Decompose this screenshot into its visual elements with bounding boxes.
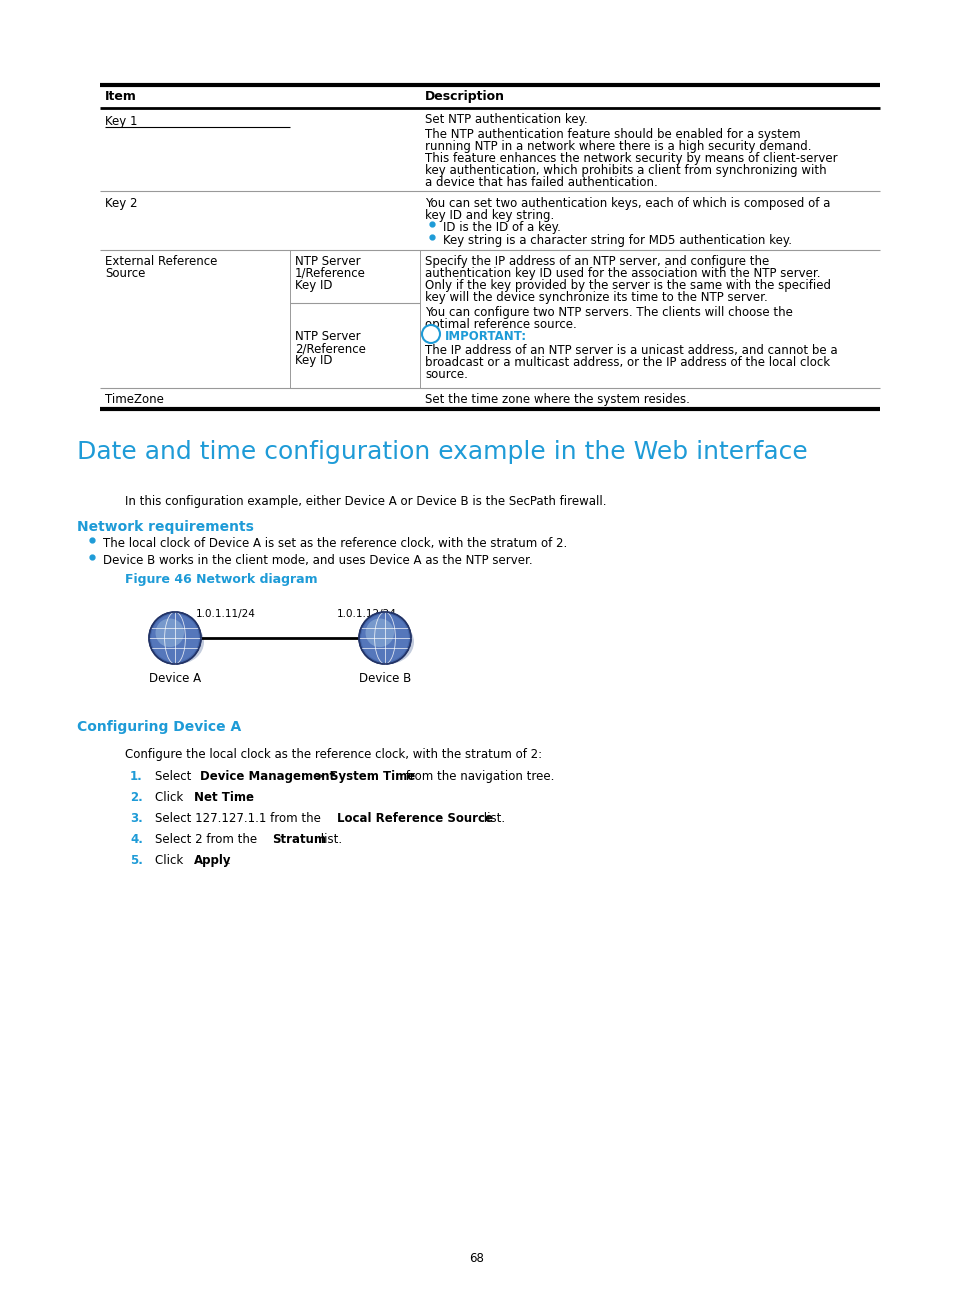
Text: Device A: Device A [149,673,201,686]
Text: from the navigation tree.: from the navigation tree. [401,770,554,783]
Text: Configuring Device A: Configuring Device A [77,721,241,734]
Text: Device B works in the client mode, and uses Device A as the NTP server.: Device B works in the client mode, and u… [103,553,532,568]
Ellipse shape [361,619,414,664]
Text: Configure the local clock as the reference clock, with the stratum of 2:: Configure the local clock as the referen… [125,748,541,761]
Circle shape [358,612,411,664]
Text: optimal reference source.: optimal reference source. [424,318,577,330]
Text: Specify the IP address of an NTP server, and configure the: Specify the IP address of an NTP server,… [424,255,768,268]
Circle shape [151,614,199,662]
Text: NTP Server: NTP Server [294,255,360,268]
Text: Key 2: Key 2 [105,197,137,210]
Text: Select 2 from the: Select 2 from the [154,833,260,846]
Text: IMPORTANT:: IMPORTANT: [444,330,527,343]
Text: External Reference: External Reference [105,255,217,268]
Text: 2.: 2. [130,791,143,804]
Text: .: . [246,791,250,804]
Circle shape [365,618,394,647]
Text: Apply: Apply [193,854,232,867]
Text: 3.: 3. [130,813,143,826]
Ellipse shape [152,619,204,664]
Text: Click: Click [154,791,187,804]
Text: 1.0.1.12/24: 1.0.1.12/24 [336,609,396,619]
Text: list.: list. [479,813,504,826]
Text: Select 127.127.1.1 from the: Select 127.127.1.1 from the [154,813,324,826]
Text: Device Management: Device Management [200,770,335,783]
Text: 68: 68 [469,1252,484,1265]
Text: >: > [311,770,328,783]
Circle shape [155,618,184,647]
Text: You can configure two NTP servers. The clients will choose the: You can configure two NTP servers. The c… [424,306,792,319]
Text: Net Time: Net Time [193,791,253,804]
Text: Date and time configuration example in the Web interface: Date and time configuration example in t… [77,441,807,464]
Text: Select: Select [154,770,195,783]
Text: TimeZone: TimeZone [105,393,164,406]
Text: key will the device synchronize its time to the NTP server.: key will the device synchronize its time… [424,292,767,305]
Text: 5.: 5. [130,854,143,867]
Text: You can set two authentication keys, each of which is composed of a: You can set two authentication keys, eac… [424,197,829,210]
Text: key ID and key string.: key ID and key string. [424,209,554,222]
Text: Stratum: Stratum [272,833,326,846]
Text: Key ID: Key ID [294,354,333,367]
Text: NTP Server: NTP Server [294,330,360,343]
Text: 1.0.1.11/24: 1.0.1.11/24 [195,609,255,619]
Text: Only if the key provided by the server is the same with the specified: Only if the key provided by the server i… [424,279,830,292]
Text: Item: Item [105,89,136,102]
Text: 1/Reference: 1/Reference [294,267,366,280]
Text: Set the time zone where the system resides.: Set the time zone where the system resid… [424,393,689,406]
Text: The local clock of Device A is set as the reference clock, with the stratum of 2: The local clock of Device A is set as th… [103,537,567,550]
Text: Description: Description [424,89,504,102]
Circle shape [360,614,409,662]
Text: list.: list. [317,833,342,846]
Text: Set NTP authentication key.: Set NTP authentication key. [424,113,587,126]
Text: Key 1: Key 1 [105,115,137,128]
Text: Device B: Device B [358,673,411,686]
Text: authentication key ID used for the association with the NTP server.: authentication key ID used for the assoc… [424,267,820,280]
Text: source.: source. [424,368,467,381]
Text: !: ! [428,329,433,340]
Text: a device that has failed authentication.: a device that has failed authentication. [424,176,657,189]
Text: broadcast or a multicast address, or the IP address of the local clock: broadcast or a multicast address, or the… [424,356,829,369]
Text: Figure 46 Network diagram: Figure 46 Network diagram [125,573,317,586]
Text: In this configuration example, either Device A or Device B is the SecPath firewa: In this configuration example, either De… [125,495,606,508]
Text: Key ID: Key ID [294,279,333,292]
Text: The IP address of an NTP server is a unicast address, and cannot be a: The IP address of an NTP server is a uni… [424,343,837,356]
Text: key authentication, which prohibits a client from synchronizing with: key authentication, which prohibits a cl… [424,165,825,178]
Text: .: . [226,854,230,867]
Text: 2/Reference: 2/Reference [294,342,366,355]
Text: Click: Click [154,854,187,867]
Circle shape [421,325,439,343]
Text: Local Reference Source: Local Reference Source [336,813,493,826]
Text: Network requirements: Network requirements [77,520,253,534]
Text: 4.: 4. [130,833,143,846]
Text: Source: Source [105,267,145,280]
Text: System Time: System Time [330,770,416,783]
Text: ID is the ID of a key.: ID is the ID of a key. [442,222,560,235]
Text: Key string is a character string for MD5 authentication key.: Key string is a character string for MD5… [442,235,791,248]
Text: The NTP authentication feature should be enabled for a system: The NTP authentication feature should be… [424,128,800,141]
Circle shape [149,612,201,664]
Text: This feature enhances the network security by means of client-server: This feature enhances the network securi… [424,152,837,165]
Text: 1.: 1. [130,770,143,783]
Text: running NTP in a network where there is a high security demand.: running NTP in a network where there is … [424,140,811,153]
